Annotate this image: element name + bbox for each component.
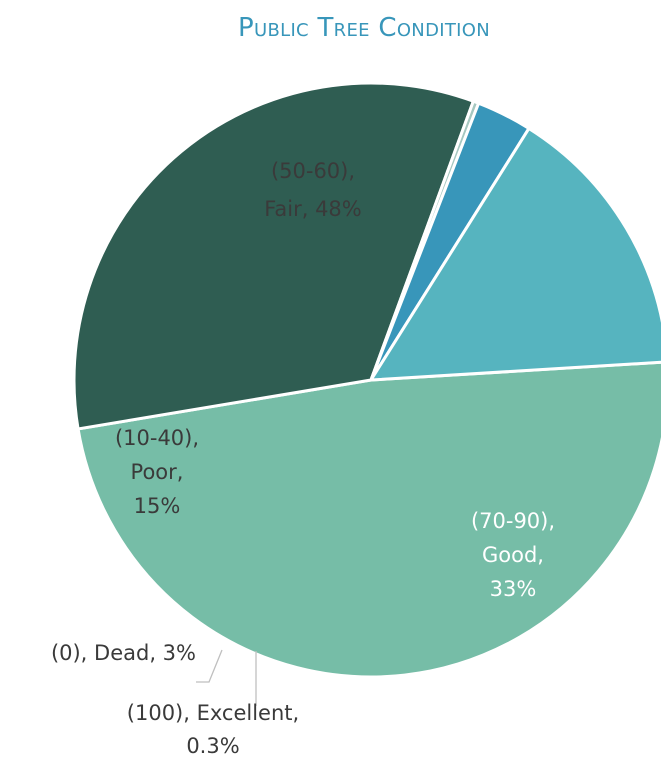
slice-label-line: (0), Dead, 3% — [51, 641, 196, 665]
slice-label-line: Fair, 48% — [264, 197, 362, 221]
slice-label-line: 33% — [490, 577, 537, 601]
slice-label-line: (100), Excellent, — [127, 701, 299, 725]
pie-slice-poor — [369, 126, 661, 382]
slice-label-line: (50-60), — [271, 159, 355, 183]
slice-label-line: 0.3% — [186, 734, 239, 757]
pie-slice-good — [72, 81, 475, 431]
slice-label-line: (70-90), — [471, 509, 555, 533]
slice-label-excellent: (100), Excellent, 0.3% — [127, 701, 299, 757]
leader-line-dead — [196, 649, 223, 683]
slice-label-fair: (50-60), Fair, 48% — [264, 159, 362, 221]
pie-slices — [72, 81, 661, 679]
slice-label-good: (70-90), Good, 33% — [471, 509, 555, 601]
pie-slice-fair — [76, 360, 661, 679]
slice-labels: (50-60), Fair, 48% (70-90), Good, 33% (100), … — [51, 159, 555, 757]
slice-label-line: Good, — [482, 543, 544, 567]
slice-label-dead: (0), Dead, 3% — [51, 641, 196, 665]
chart-title: Public Tree Condition — [238, 13, 490, 43]
slice-label-line: 15% — [134, 494, 181, 518]
leader-lines — [196, 649, 257, 706]
slice-label-line: Poor, — [131, 460, 184, 484]
slice-label-line: (10-40), — [115, 426, 199, 450]
slice-label-poor: (10-40), Poor, 15% — [115, 426, 199, 518]
